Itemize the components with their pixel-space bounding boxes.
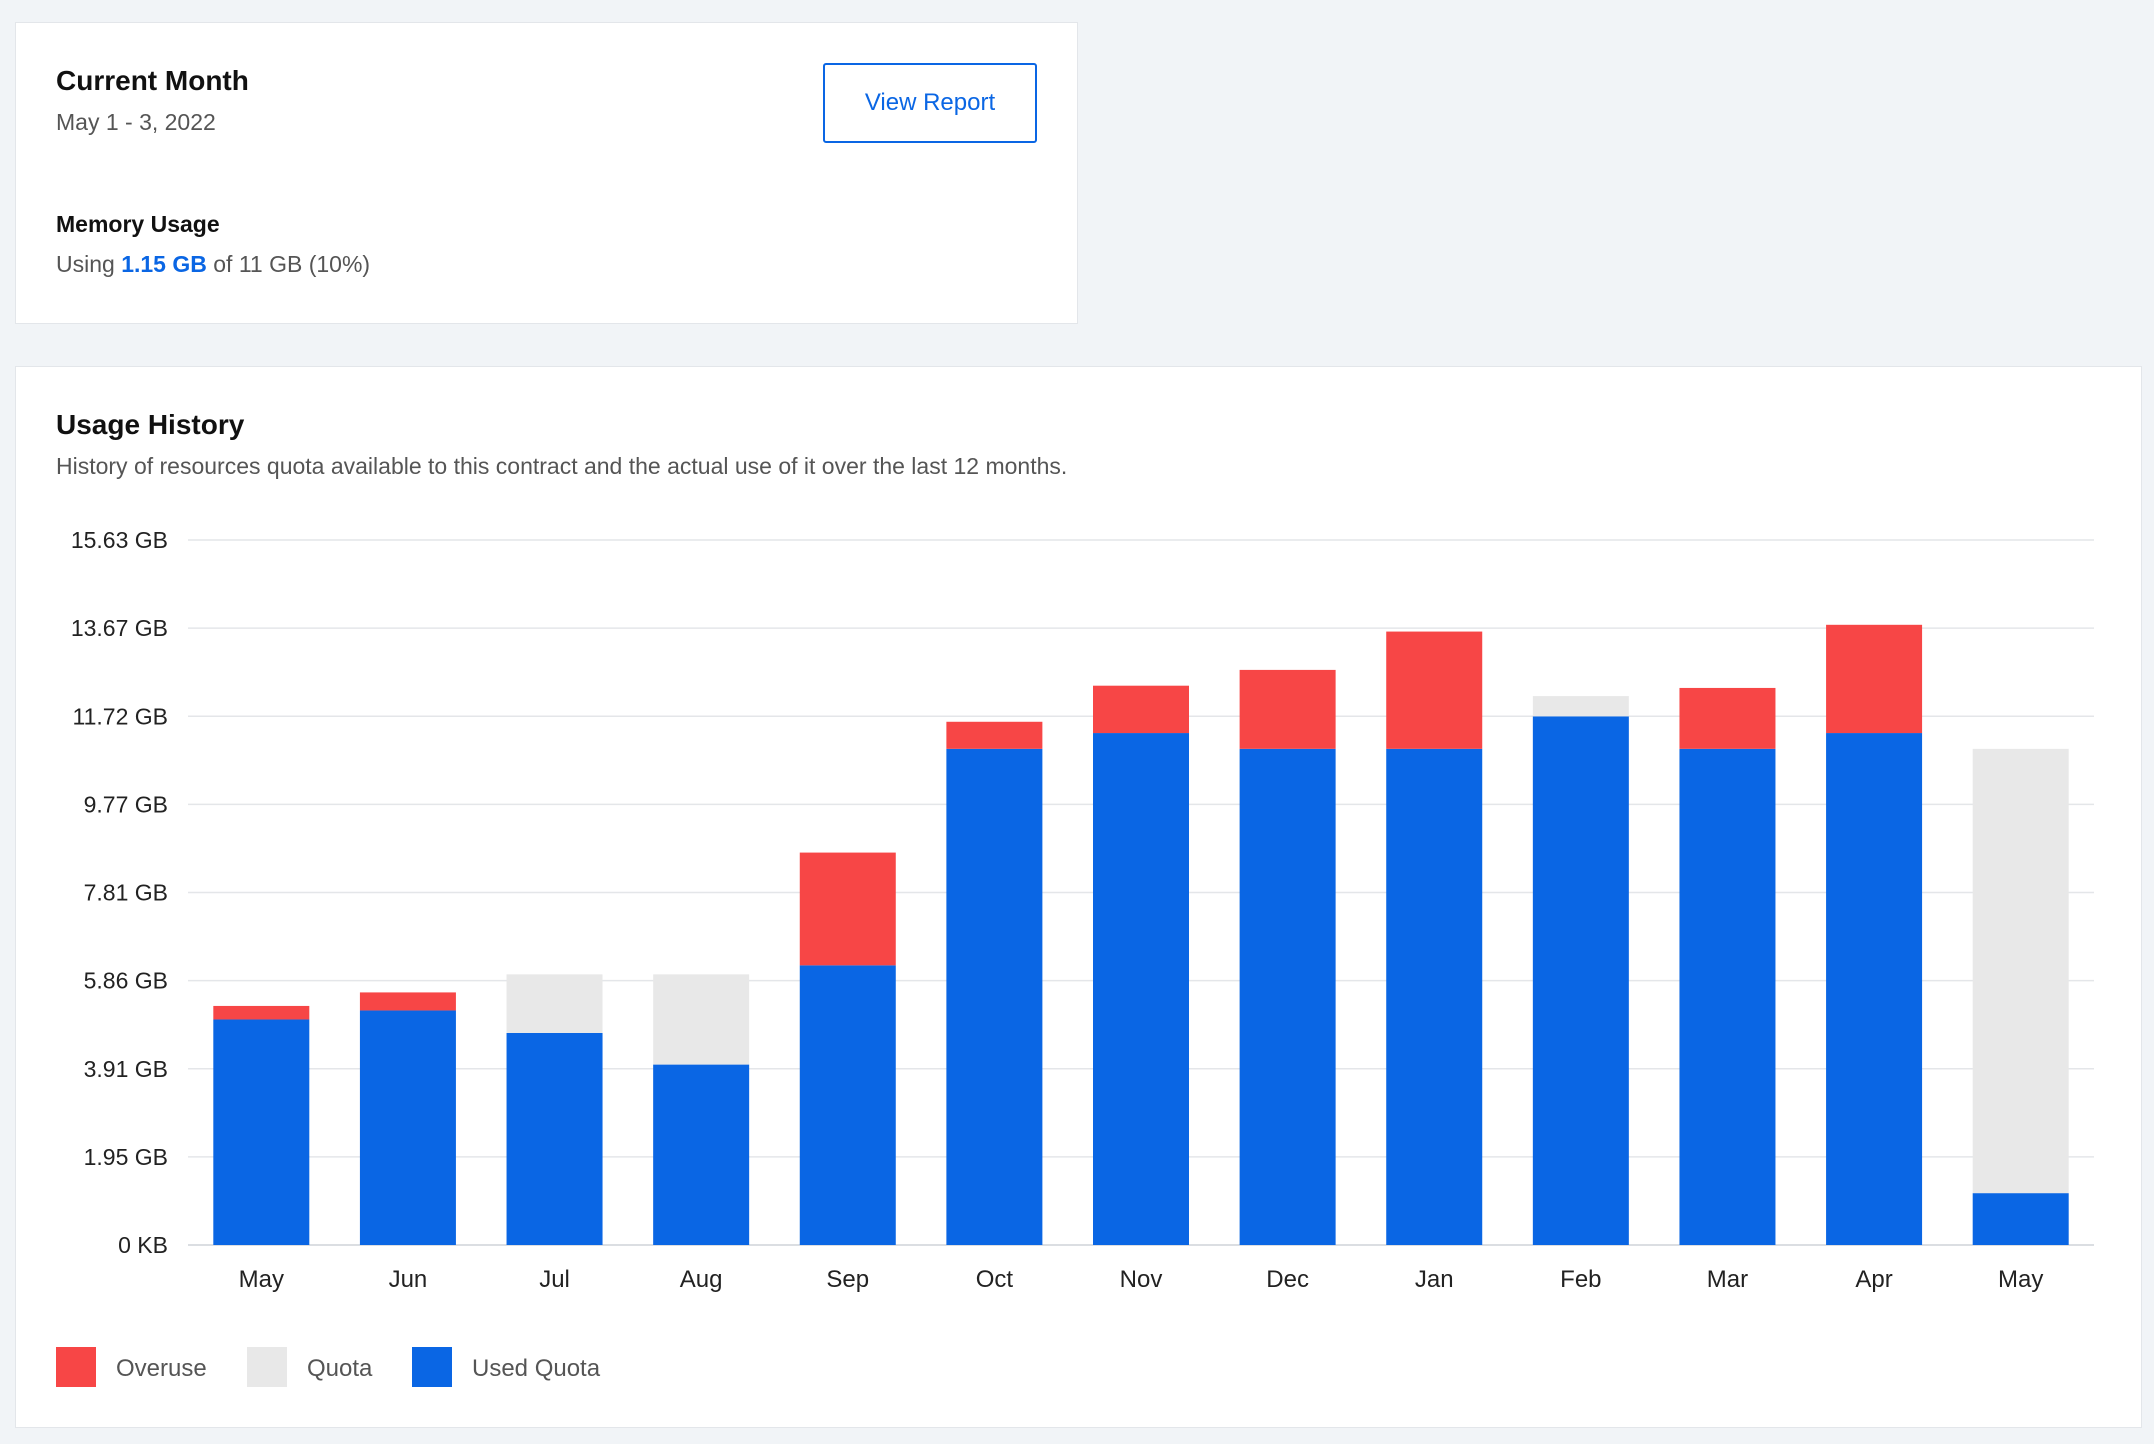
x-tick-label: Aug (680, 1266, 723, 1293)
x-tick-label: Apr (1855, 1266, 1892, 1293)
bar-used-quota (1532, 716, 1629, 1245)
legend-label: Used Quota (472, 1355, 601, 1382)
bar-used-quota (946, 748, 1043, 1245)
bar-overuse (1239, 669, 1336, 749)
x-tick-label: May (1998, 1266, 2043, 1293)
bar-used-quota (359, 1010, 456, 1245)
bar-used-quota (1679, 748, 1776, 1245)
bar-overuse (1093, 685, 1189, 734)
usage-history-card: Usage History History of resources quota… (15, 366, 2142, 1428)
y-tick-label: 11.72 GB (73, 703, 168, 729)
legend-label: Overuse (116, 1355, 207, 1382)
y-tick-label: 9.77 GB (84, 791, 168, 817)
x-tick-label: Mar (1707, 1266, 1748, 1293)
x-tick-label: May (239, 1266, 284, 1293)
x-tick-label: Oct (976, 1266, 1014, 1293)
bar-used-quota (1826, 733, 1923, 1245)
using-prefix: Using (56, 251, 115, 277)
bar-used-quota (1386, 748, 1483, 1245)
bar-quota (1532, 696, 1629, 717)
bar-overuse (799, 852, 896, 966)
bar-used-quota (506, 1033, 603, 1245)
x-tick-label: Jun (389, 1266, 428, 1293)
bar-quota (506, 974, 603, 1034)
legend-swatch (412, 1347, 452, 1387)
x-tick-label: Jul (539, 1266, 570, 1293)
legend-swatch (56, 1347, 96, 1387)
bar-overuse (1826, 624, 1923, 734)
current-month-card: Current Month May 1 - 3, 2022 View Repor… (15, 22, 1078, 324)
usage-history-title: Usage History (56, 409, 245, 440)
bar-used-quota (653, 1064, 750, 1245)
bar-used-quota (1972, 1193, 2069, 1245)
x-tick-label: Nov (1120, 1266, 1163, 1293)
y-tick-label: 15.63 GB (71, 527, 168, 553)
x-tick-label: Dec (1266, 1266, 1309, 1293)
used-memory-value: 1.15 GB (121, 251, 207, 277)
y-tick-label: 0 KB (118, 1232, 168, 1258)
bar-used-quota (1239, 748, 1336, 1245)
bar-used-quota (213, 1019, 310, 1245)
chart-x-axis: May Jun Jul Aug Sep Oct Nov Dec Jan Feb Mar Apr May (239, 1266, 2044, 1293)
x-tick-label: Feb (1560, 1266, 1601, 1293)
y-tick-label: 1.95 GB (84, 1144, 168, 1170)
bar-overuse (1386, 631, 1483, 749)
bar-overuse (213, 1005, 310, 1020)
using-suffix: of 11 GB (10%) (213, 251, 371, 277)
bar-used-quota (1093, 733, 1189, 1245)
current-month-date-range: May 1 - 3, 2022 (56, 109, 216, 135)
y-tick-label: 5.86 GB (84, 968, 168, 994)
bar-quota (653, 974, 750, 1065)
view-report-button[interactable]: View Report (823, 63, 1037, 143)
bar-overuse (359, 992, 456, 1011)
legend-label: Quota (307, 1355, 373, 1382)
usage-history-description: History of resources quota available to … (56, 453, 1068, 479)
y-tick-label: 7.81 GB (84, 880, 168, 906)
y-tick-label: 13.67 GB (71, 615, 168, 641)
chart-bars (213, 624, 2069, 1245)
current-month-title: Current Month (56, 65, 249, 96)
bar-overuse (946, 721, 1043, 749)
bar-quota (1972, 748, 2069, 1194)
x-tick-label: Sep (826, 1266, 869, 1293)
bar-used-quota (799, 965, 896, 1245)
bar-overuse (1679, 687, 1776, 749)
chart-legend: Overuse Quota Used Quota (56, 1347, 601, 1387)
memory-usage-text: Using 1.15 GB of 11 GB (10%) (56, 251, 370, 278)
legend-swatch (247, 1347, 287, 1387)
y-tick-label: 3.91 GB (84, 1056, 168, 1082)
x-tick-label: Jan (1415, 1266, 1454, 1293)
memory-usage-label: Memory Usage (56, 211, 220, 237)
usage-history-chart: 0 KB 1.95 GB 3.91 GB 5.86 GB 7.81 GB 9.77 GB 1… (56, 527, 2094, 1387)
